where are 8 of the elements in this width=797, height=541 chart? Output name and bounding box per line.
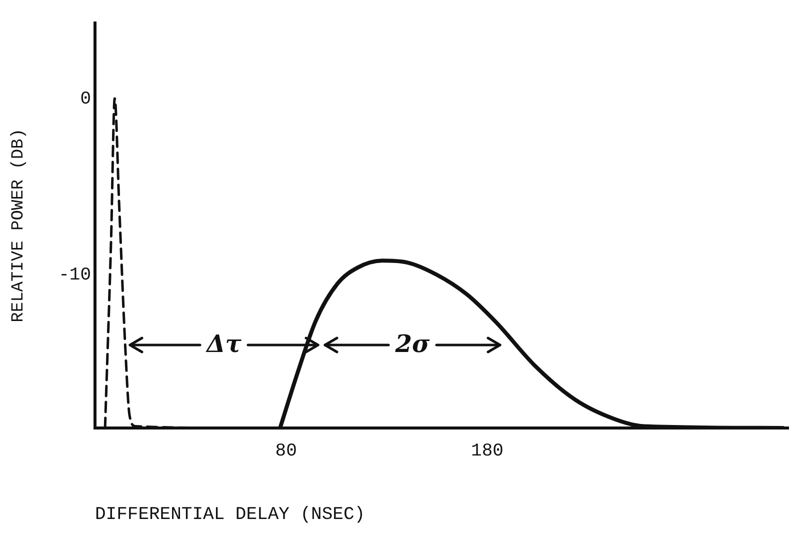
x-tick-label: 180: [471, 442, 504, 462]
y-tick-label: -10: [58, 265, 91, 286]
y-axis-title: RELATIVE POWER (DB): [10, 128, 29, 322]
annotation: Δτ: [204, 328, 242, 360]
annotation: 2σ: [394, 328, 431, 360]
x-tick-label: 80: [275, 442, 297, 462]
y-tick-label: 0: [80, 89, 91, 110]
x-axis-title: DIFFERENTIAL DELAY (NSEC): [95, 504, 366, 525]
